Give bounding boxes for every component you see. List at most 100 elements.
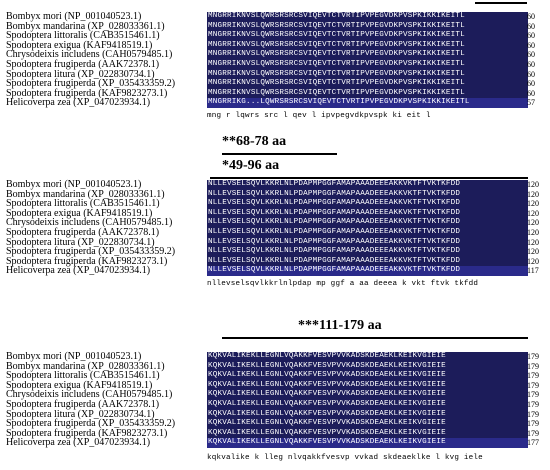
- end-position: 177: [527, 438, 539, 448]
- end-position: 179: [527, 352, 539, 361]
- end-position: 179: [527, 361, 539, 371]
- sequence-row: KQKVALIKEKLLEGNLVQAKKFVESVPVVKADSKDEAEKL…: [207, 371, 528, 381]
- consensus-row: kqkvalike k lleg nlvqakkfvesvp vvkad skd…: [207, 454, 483, 462]
- sequence-row: NLLEVSELSQVLKKRLNLPDAPMPGGFAMAPAAADEEEAK…: [207, 266, 528, 276]
- species-name: Spodoptera frugiperda (XP_035433359.2): [6, 418, 176, 430]
- species-name: Spodoptera litura (XP_022830734.1): [6, 236, 155, 248]
- sequence-row: KQKVALIKEKLLEGNLVQAKKFVESVPVVKADSKDEAEKL…: [207, 428, 528, 439]
- annotation-bar: [222, 153, 337, 155]
- sequence-row: MNGRRIKNVSLQWRSRSRCSVIQEVTCTVRTIPVPEGVDK…: [207, 21, 528, 32]
- sequence-row: MNGRRIKG...LQWRSRSRCSVIQEVTCTVRTIPVPEGVD…: [207, 98, 528, 108]
- end-position: 60: [527, 79, 535, 89]
- end-position: 120: [527, 256, 539, 266]
- end-position: 117: [527, 266, 539, 276]
- sequence-row: NLLEVSELSQVLKKRLNLPDAPMPGGFAMAPAAADEEEAK…: [207, 218, 528, 228]
- sequence-row: NLLEVSELSQVLKKRLNLPDAPMPGGFAMAPAAADEEEAK…: [207, 208, 528, 219]
- end-position: 57: [527, 98, 535, 108]
- end-position: 120: [527, 237, 539, 247]
- species-name: Spodoptera exigua (KAF9418519.1): [6, 39, 153, 51]
- species-name: Bombyx mandarina (XP_028033361.1): [6, 188, 165, 200]
- sequence-row: KQKVALIKEKLLEGNLVQAKKFVESVPVVKADSKDEAEKL…: [207, 399, 528, 410]
- sequence-row: NLLEVSELSQVLKKRLNLPDAPMPGGFAMAPAAADEEEAK…: [207, 189, 528, 200]
- sequence-row: MNGRRIKNVSLQWRSRSRCSVIQEVTCTVRTIPVPEGVDK…: [207, 31, 528, 41]
- species-name: Bombyx mori (NP_001040523.1): [6, 11, 142, 22]
- sequence-row: KQKVALIKEKLLEGNLVQAKKFVESVPVVKADSKDEAEKL…: [207, 438, 528, 448]
- species-name: Bombyx mori (NP_001040523.1): [6, 179, 142, 190]
- sequence-row: MNGRRIKNVSLQWRSRSRCSVIQEVTCTVRTIPVPEGVDK…: [207, 40, 528, 51]
- end-position: 120: [527, 247, 539, 257]
- species-name: Helicoverpa zea (XP_047023934.1): [6, 265, 151, 277]
- sequence-row: KQKVALIKEKLLEGNLVQAKKFVESVPVVKADSKDEAEKL…: [207, 419, 528, 429]
- end-position: 179: [527, 390, 539, 400]
- end-position: 179: [527, 371, 539, 381]
- sequence-row: MNGRRIKNVSLQWRSRSRCSVIQEVTCTVRTIPVPEGVDK…: [207, 59, 528, 70]
- consensus-row: mng r lqwrs src l qev l ipvpegvdkpvspk k…: [207, 112, 431, 120]
- end-position: 179: [527, 380, 539, 390]
- sequence-row: KQKVALIKEKLLEGNLVQAKKFVESVPVVKADSKDEAEKL…: [207, 390, 528, 400]
- species-name: Chrysodeixis includens (CAH0579485.1): [6, 389, 173, 401]
- annotation-bar: [222, 337, 528, 339]
- sequence-row: MNGRRIKNVSLQWRSRSRCSVIQEVTCTVRTIPVPEGVDK…: [207, 69, 528, 80]
- sequence-row: KQKVALIKEKLLEGNLVQAKKFVESVPVVKADSKDEAEKL…: [207, 409, 528, 420]
- sequence-row: KQKVALIKEKLLEGNLVQAKKFVESVPVVKADSKDEAEKL…: [207, 352, 528, 362]
- end-position: 60: [527, 59, 535, 69]
- species-name: Spodoptera exigua (KAF9418519.1): [6, 207, 153, 219]
- species-name: Helicoverpa zea (XP_047023934.1): [6, 437, 151, 449]
- sequence-row: NLLEVSELSQVLKKRLNLPDAPMPGGFAMAPAAADEEEAK…: [207, 256, 528, 267]
- sequence-row: NLLEVSELSQVLKKRLNLPDAPMPGGFAMAPAAADEEEAK…: [207, 180, 528, 190]
- species-name: Spodoptera exigua (KAF9418519.1): [6, 379, 153, 391]
- annotation-68-78: **68-78 aa: [222, 134, 287, 149]
- sequence-row: NLLEVSELSQVLKKRLNLPDAPMPGGFAMAPAAADEEEAK…: [207, 237, 528, 248]
- species-name: Spodoptera litura (XP_022830734.1): [6, 68, 155, 80]
- end-position: 120: [527, 218, 539, 228]
- motif-bar: [475, 2, 527, 4]
- species-name: Bombyx mandarina (XP_028033361.1): [6, 20, 165, 32]
- end-position: 179: [527, 428, 539, 438]
- end-position: 60: [527, 12, 535, 21]
- annotation-bar: [210, 177, 528, 179]
- species-name: Spodoptera frugiperda (KAF9823273.1): [6, 255, 168, 267]
- species-name: Chrysodeixis includens (CAH0579485.1): [6, 49, 173, 61]
- end-position: 60: [527, 21, 535, 31]
- sequence-row: NLLEVSELSQVLKKRLNLPDAPMPGGFAMAPAAADEEEAK…: [207, 199, 528, 209]
- sequence-row: MNGRRIKNVSLQWRSRSRCSVIQEVTCTVRTIPVPEGVDK…: [207, 12, 528, 22]
- species-name: Bombyx mori (NP_001040523.1): [6, 351, 142, 362]
- annotation-111-179: ***111-179 aa: [298, 318, 382, 333]
- species-name: Spodoptera frugiperda (KAF9823273.1): [6, 427, 168, 439]
- end-position: 179: [527, 399, 539, 409]
- sequence-row: MNGRRIKNVSLQWRSRSRCSVIQEVTCTVRTIPVPEGVDK…: [207, 88, 528, 99]
- end-position: 120: [527, 208, 539, 218]
- species-name: Spodoptera littoralis (CAB3515461.1): [6, 198, 160, 210]
- end-position: 120: [527, 199, 539, 209]
- sequence-row: MNGRRIKNVSLQWRSRSRCSVIQEVTCTVRTIPVPEGVDK…: [207, 50, 528, 60]
- sequence-row: KQKVALIKEKLLEGNLVQAKKFVESVPVVKADSKDEAEKL…: [207, 380, 528, 391]
- end-position: 120: [527, 227, 539, 237]
- end-position: 179: [527, 419, 539, 429]
- end-position: 60: [527, 50, 535, 60]
- end-position: 120: [527, 189, 539, 199]
- species-name: Helicoverpa zea (XP_047023934.1): [6, 97, 151, 109]
- annotation-49-96: *49-96 aa: [222, 158, 280, 173]
- end-position: 179: [527, 409, 539, 419]
- species-name: Spodoptera frugiperda (AAK72378.1): [6, 398, 160, 410]
- species-name: Bombyx mandarina (XP_028033361.1): [6, 360, 165, 372]
- sequence-row: MNGRRIKNVSLQWRSRSRCSVIQEVTCTVRTIPVPEGVDK…: [207, 79, 528, 89]
- species-name: Spodoptera frugiperda (KAF9823273.1): [6, 87, 168, 99]
- species-name: Spodoptera frugiperda (XP_035433359.2): [6, 246, 176, 258]
- species-name: Spodoptera frugiperda (AAK72378.1): [6, 226, 160, 238]
- end-position: 60: [527, 31, 535, 41]
- species-name: Spodoptera littoralis (CAB3515461.1): [6, 30, 160, 42]
- end-position: 120: [527, 180, 539, 189]
- species-name: Spodoptera littoralis (CAB3515461.1): [6, 370, 160, 382]
- end-position: 60: [527, 69, 535, 79]
- end-position: 60: [527, 88, 535, 98]
- consensus-row: nllevselsqvlkkrlnlpdap mp ggf a aa deeea…: [207, 280, 479, 288]
- species-name: Chrysodeixis includens (CAH0579485.1): [6, 217, 173, 229]
- species-name: Spodoptera litura (XP_022830734.1): [6, 408, 155, 420]
- sequence-row: NLLEVSELSQVLKKRLNLPDAPMPGGFAMAPAAADEEEAK…: [207, 227, 528, 238]
- sequence-row: KQKVALIKEKLLEGNLVQAKKFVESVPVVKADSKDEAEKL…: [207, 361, 528, 372]
- species-name: Spodoptera frugiperda (AAK72378.1): [6, 58, 160, 70]
- end-position: 60: [527, 40, 535, 50]
- species-name: Spodoptera frugiperda (XP_035433359.2): [6, 78, 176, 90]
